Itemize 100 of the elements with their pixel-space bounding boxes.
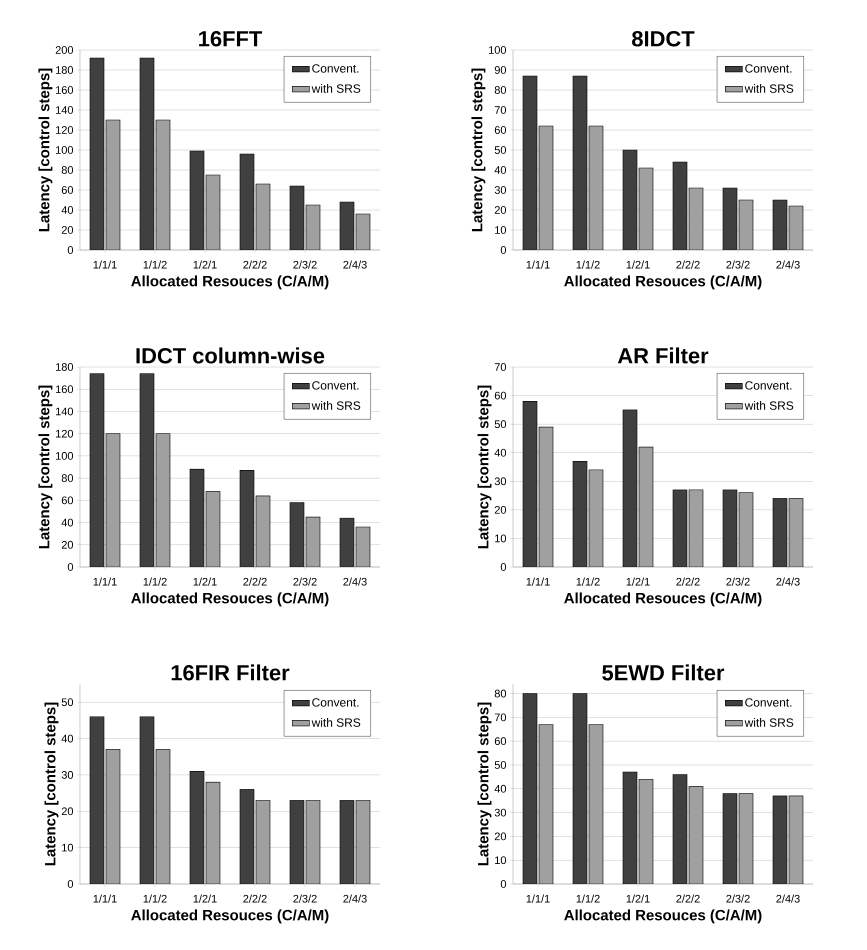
y-axis-title: Latency [control steps] [478,702,492,866]
y-tick-label: 180 [56,363,74,371]
bar [688,786,704,884]
bar [738,793,754,884]
bar [672,774,688,884]
y-tick-label: 20 [494,206,506,214]
bar [306,800,320,884]
x-tick-label: 1/2/1 [626,578,650,586]
chart-title: IDCT column-wise [136,347,324,364]
x-tick-label: 1/1/2 [576,260,600,269]
bar [256,496,270,568]
legend-label: Convent. [745,64,792,73]
y-tick-label: 10 [495,856,506,864]
bar [738,492,754,568]
x-axis-title: Allocated Resouces (C/A/M) [564,909,762,924]
bar [572,76,588,250]
x-tick-label: 1/2/1 [194,578,217,586]
y-tick-label: 20 [62,540,74,549]
x-tick-label: 2/3/2 [726,260,750,269]
x-tick-label: 1/2/1 [626,894,650,903]
bar [622,410,638,568]
x-tick-label: 2/4/3 [343,578,367,586]
bar [788,206,804,250]
y-tick-label: 80 [494,690,506,698]
bar [738,200,754,250]
y-tick-label: 40 [62,206,74,214]
bar [206,491,220,568]
x-tick-label: 2/4/3 [776,894,800,903]
bar [156,749,170,884]
y-tick-label: 50 [62,698,74,706]
x-tick-label: 2/2/2 [243,578,267,586]
x-tick-label: 2/2/2 [243,894,267,903]
y-tick-label: 40 [62,734,74,742]
x-tick-label: 2/3/2 [726,894,750,903]
y-tick-label: 160 [56,86,74,94]
y-tick-label: 20 [494,506,506,514]
y-tick-label: 60 [62,186,74,194]
bar [572,693,588,884]
chart-title: 5EWD Filter [602,664,724,681]
x-tick-label: 2/3/2 [293,260,317,269]
y-tick-label: 120 [56,430,74,438]
y-axis-title: Latency [control steps] [38,68,52,232]
x-tick-label: 1/1/1 [526,260,550,269]
y-tick-label: 90 [494,66,506,74]
x-tick-label: 2/2/2 [676,260,700,269]
x-tick-label: 1/1/2 [144,260,167,269]
bar [106,120,120,250]
bar [788,498,804,568]
legend-label: Convent. [745,698,792,707]
bar [722,188,738,250]
y-tick-label: 50 [494,146,506,154]
bar [256,184,270,250]
y-tick-label: 50 [494,420,506,428]
x-tick-label: 2/2/2 [243,260,267,269]
legend-label: Convent. [312,698,358,707]
bar [522,401,538,568]
bar [190,770,204,884]
y-axis-title: Latency [control steps] [44,702,58,866]
bar [672,490,688,568]
y-tick-label: 20 [62,807,74,816]
x-tick-label: 1/1/2 [576,894,600,903]
y-tick-label: 0 [500,563,506,571]
y-tick-label: 140 [56,408,74,416]
bar [356,214,370,250]
bar [522,76,538,250]
bar [340,800,354,884]
y-tick-label: 50 [494,761,506,769]
y-tick-label: 70 [494,106,506,114]
y-tick-label: 30 [494,186,506,194]
bar [688,490,704,568]
legend-label: with SRS [312,718,360,727]
bar [190,150,204,250]
bar [206,174,220,250]
bar [538,126,554,250]
bar [240,470,254,568]
bar [622,772,638,884]
y-tick-label: 30 [494,477,506,486]
y-tick-label: 30 [494,808,506,816]
bar [340,518,354,568]
x-tick-label: 1/1/1 [94,260,117,269]
x-tick-label: 1/1/1 [526,578,550,586]
bar [106,433,120,568]
bar [206,782,220,884]
y-tick-label: 20 [494,832,506,840]
chart-title: AR Filter [618,347,708,364]
y-tick-label: 80 [494,86,506,94]
y-tick-label: 0 [68,880,74,888]
bar [140,373,154,568]
bar [106,749,120,884]
x-tick-label: 1/1/1 [94,894,117,903]
bar [588,470,604,568]
bar [240,789,254,884]
y-tick-label: 40 [494,166,506,174]
y-tick-label: 60 [494,392,506,400]
x-tick-label: 2/3/2 [293,894,317,903]
y-tick-label: 160 [56,385,74,394]
x-tick-label: 2/4/3 [343,260,367,269]
x-axis-title: Allocated Resouces (C/A/M) [131,909,328,924]
x-axis-title: Allocated Resouces (C/A/M) [564,592,762,606]
y-tick-label: 0 [500,246,506,254]
